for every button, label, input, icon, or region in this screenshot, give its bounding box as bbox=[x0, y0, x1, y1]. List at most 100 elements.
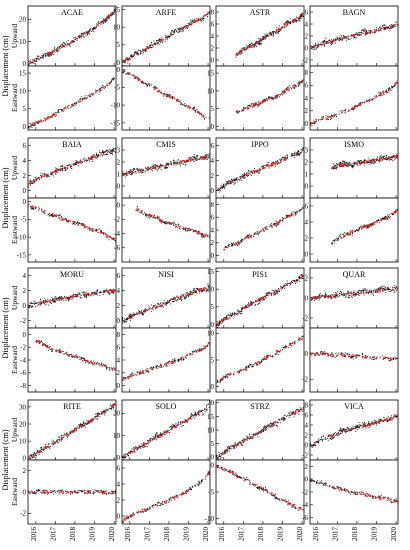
model-point bbox=[375, 29, 377, 32]
data-point bbox=[49, 55, 51, 57]
data-point bbox=[367, 157, 369, 159]
data-point bbox=[63, 353, 65, 355]
data-point bbox=[323, 41, 325, 43]
model-point bbox=[342, 236, 345, 238]
model-point bbox=[32, 179, 35, 181]
panel-frame bbox=[27, 5, 117, 67]
data-point bbox=[191, 229, 193, 231]
data-point bbox=[135, 171, 137, 173]
data-point bbox=[113, 369, 115, 371]
y-tick-label: 0 bbox=[117, 59, 121, 67]
data-point bbox=[225, 180, 227, 182]
y-tick-label: 3 bbox=[117, 146, 121, 154]
model-point bbox=[101, 151, 103, 154]
model-point bbox=[136, 209, 138, 211]
y-tick-label: 15 bbox=[19, 70, 27, 78]
data-point bbox=[360, 159, 362, 162]
data-point bbox=[272, 34, 274, 36]
data-point bbox=[285, 22, 287, 24]
model-point bbox=[153, 216, 155, 219]
data-point bbox=[310, 124, 312, 126]
data-point bbox=[100, 290, 102, 292]
data-point bbox=[75, 162, 77, 164]
model-point bbox=[49, 115, 51, 118]
model-point bbox=[97, 231, 100, 234]
model-point bbox=[140, 212, 143, 214]
data-point bbox=[60, 296, 62, 298]
data-point bbox=[240, 241, 242, 243]
data-point bbox=[194, 287, 196, 289]
model-point bbox=[388, 86, 391, 89]
data-point bbox=[385, 89, 387, 91]
data-point bbox=[71, 104, 73, 106]
data-point bbox=[30, 182, 32, 184]
data-point bbox=[355, 36, 357, 39]
model-point bbox=[240, 110, 243, 112]
data-point bbox=[299, 18, 301, 20]
data-point bbox=[339, 234, 341, 236]
model-point bbox=[336, 238, 339, 240]
data-point bbox=[233, 181, 235, 184]
model-point bbox=[193, 21, 195, 24]
data-point bbox=[108, 292, 110, 294]
data-point bbox=[200, 158, 202, 160]
data-point bbox=[248, 43, 251, 46]
data-point bbox=[147, 216, 149, 218]
model-point bbox=[106, 233, 108, 236]
model-point bbox=[98, 88, 101, 90]
model-point bbox=[192, 230, 195, 233]
data-point bbox=[177, 159, 179, 161]
model-point bbox=[205, 14, 207, 16]
data-point bbox=[334, 238, 336, 241]
data-point bbox=[27, 64, 29, 66]
data-point bbox=[71, 353, 73, 356]
data-point bbox=[168, 94, 171, 96]
panel-frame bbox=[27, 197, 117, 263]
data-point bbox=[384, 25, 386, 27]
station-title: ISMO bbox=[344, 140, 364, 149]
data-point bbox=[293, 154, 295, 156]
data-point bbox=[273, 223, 275, 225]
data-point bbox=[192, 229, 194, 231]
data-point bbox=[284, 159, 286, 161]
model-point bbox=[84, 295, 87, 298]
data-point bbox=[57, 46, 59, 48]
data-point bbox=[242, 177, 244, 179]
component-label: Eastward bbox=[10, 216, 19, 244]
data-point bbox=[81, 292, 83, 294]
data-point bbox=[188, 157, 190, 159]
data-point bbox=[255, 43, 257, 45]
model-point bbox=[100, 89, 103, 92]
model-point bbox=[370, 222, 373, 225]
model-point bbox=[44, 118, 47, 121]
data-point bbox=[112, 12, 115, 14]
data-point bbox=[292, 153, 294, 155]
model-point bbox=[42, 210, 44, 213]
data-point bbox=[72, 294, 74, 296]
model-point bbox=[94, 155, 96, 157]
model-point bbox=[52, 49, 54, 51]
y-tick-label: 4 bbox=[211, 226, 215, 234]
y-tick-label: 20 bbox=[19, 16, 27, 24]
data-point bbox=[138, 77, 140, 79]
data-point bbox=[143, 171, 145, 173]
data-point bbox=[333, 239, 335, 241]
data-point bbox=[328, 39, 330, 41]
data-point bbox=[352, 166, 354, 168]
model-point bbox=[52, 298, 55, 300]
data-point bbox=[189, 21, 191, 24]
model-point bbox=[193, 20, 196, 22]
data-point bbox=[150, 42, 152, 44]
data-point bbox=[173, 221, 175, 223]
model-point bbox=[58, 351, 60, 353]
model-point bbox=[250, 236, 252, 239]
model-point bbox=[178, 28, 180, 31]
data-point bbox=[339, 37, 341, 39]
model-point bbox=[161, 40, 163, 42]
data-point bbox=[202, 19, 204, 21]
data-point bbox=[348, 109, 350, 111]
model-point bbox=[134, 77, 136, 80]
data-point bbox=[177, 226, 179, 228]
data-point bbox=[125, 170, 128, 172]
data-point bbox=[392, 85, 394, 87]
